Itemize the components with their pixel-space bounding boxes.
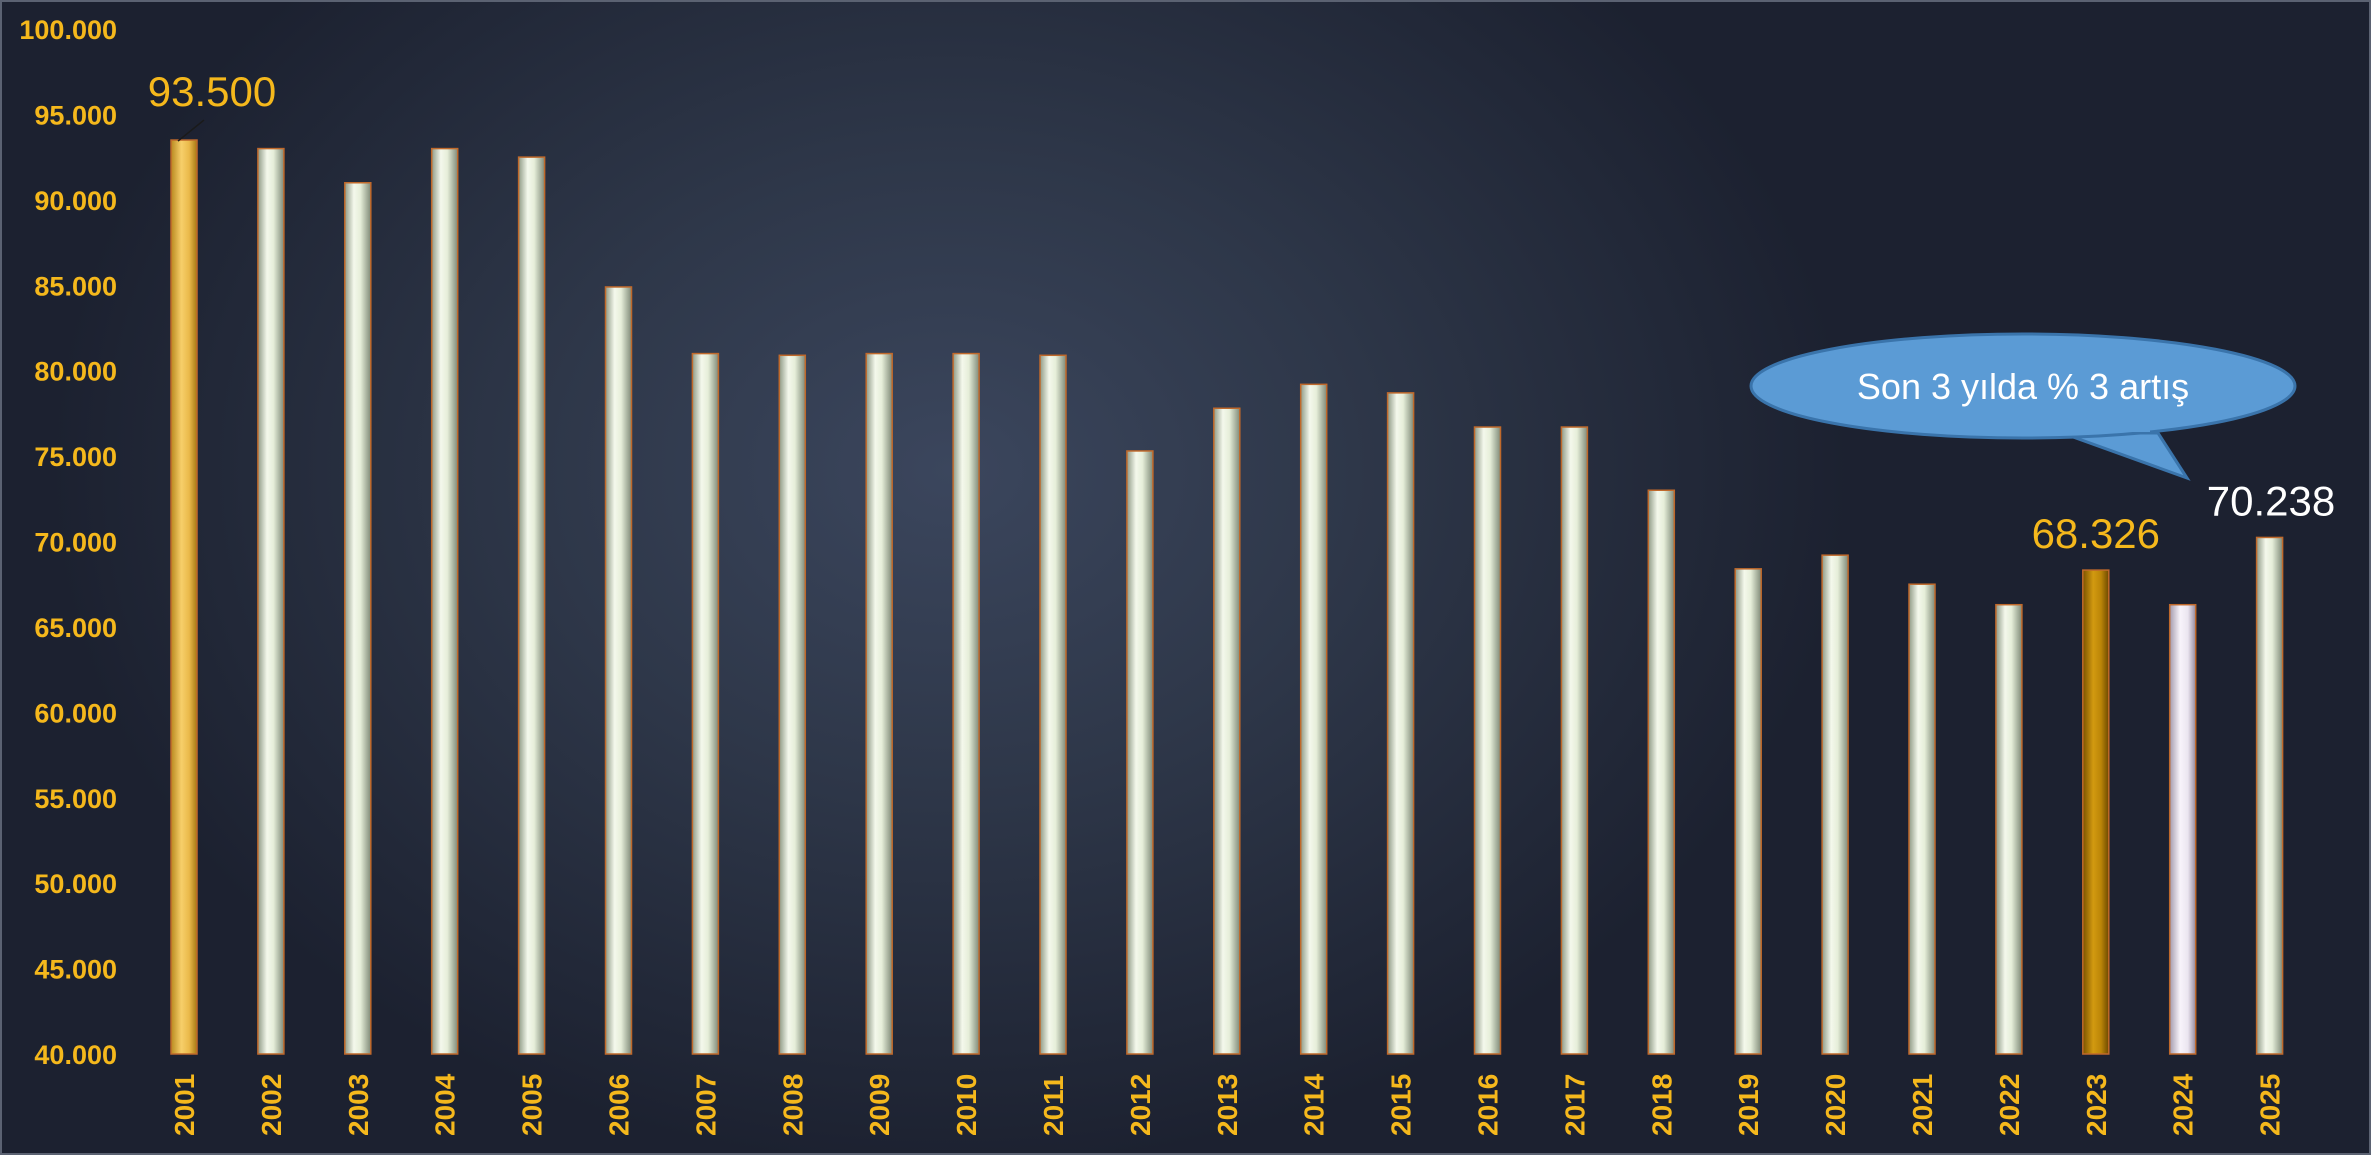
x-tick-label: 2008 [777, 1074, 808, 1136]
callout-bubble [2061, 431, 2191, 481]
bar-2015 [1386, 392, 1415, 1055]
x-tick-label: 2002 [256, 1074, 287, 1136]
bar-2014 [1299, 383, 1328, 1055]
bar-2018 [1647, 489, 1676, 1055]
y-tick-label: 50.000 [34, 869, 117, 899]
x-tick-label: 2011 [1038, 1075, 1069, 1136]
x-tick-label: 2025 [2255, 1074, 2286, 1136]
bar-2008 [778, 354, 807, 1055]
y-tick-label: 40.000 [34, 1040, 117, 1070]
bar-2012 [1126, 450, 1154, 1055]
bar-2017 [1560, 426, 1589, 1055]
bar-2010 [952, 352, 980, 1055]
x-tick-label: 2016 [1473, 1074, 1504, 1136]
x-tick-label: 2009 [864, 1074, 895, 1136]
x-tick-label: 2003 [343, 1074, 374, 1136]
y-tick-label: 80.000 [34, 357, 117, 387]
bar-2019 [1734, 568, 1762, 1055]
y-tick-label: 100.000 [19, 15, 117, 45]
x-tick-label: 2019 [1733, 1074, 1764, 1136]
x-tick-label: 2020 [1820, 1074, 1851, 1136]
x-tick-label: 2007 [690, 1074, 721, 1136]
x-tick-label: 2001 [169, 1074, 200, 1136]
x-tick-label: 2010 [951, 1074, 982, 1136]
bar-2011 [1039, 354, 1067, 1055]
bar-2004 [430, 147, 459, 1055]
x-tick-label: 2006 [604, 1074, 635, 1136]
x-tick-label: 2005 [517, 1074, 548, 1136]
y-tick-label: 55.000 [34, 784, 117, 814]
bar-2013 [1213, 407, 1241, 1055]
data-label-2001: 93.500 [148, 68, 276, 115]
x-tick-label: 2024 [2168, 1073, 2199, 1136]
bar-2005 [517, 156, 546, 1055]
x-tick-label: 2022 [1994, 1074, 2025, 1136]
bar-2003 [344, 182, 372, 1055]
x-tick-label: 2013 [1212, 1074, 1243, 1136]
data-label-leader [177, 119, 205, 142]
x-tick-label: 2014 [1299, 1073, 1330, 1136]
callout-bubble-body [1749, 332, 2297, 440]
bar-2001 [170, 139, 198, 1055]
bar-2023 [2082, 569, 2110, 1055]
data-label-2023: 68.326 [2032, 510, 2160, 557]
x-tick-label: 2023 [2081, 1074, 2112, 1136]
bar-2007 [691, 352, 720, 1055]
y-tick-label: 70.000 [34, 528, 117, 558]
y-tick-label: 65.000 [34, 613, 117, 643]
bar-2002 [257, 147, 285, 1055]
y-tick-label: 95.000 [34, 100, 117, 130]
bar-2016 [1473, 426, 1502, 1055]
y-tick-label: 75.000 [34, 442, 117, 472]
bar-2024 [2168, 603, 2197, 1055]
y-tick-label: 85.000 [34, 271, 117, 301]
x-tick-label: 2017 [1559, 1074, 1590, 1136]
data-labels: 93.500 68.326 70.238 [148, 68, 2335, 557]
bar-2025 [2255, 536, 2284, 1055]
y-tick-label: 90.000 [34, 186, 117, 216]
y-tick-label: 45.000 [34, 955, 117, 985]
bar-2022 [1995, 603, 2023, 1055]
bar-2021 [1908, 583, 1936, 1055]
x-tick-label: 2015 [1386, 1074, 1417, 1136]
y-tick-label: 60.000 [34, 698, 117, 728]
bars [170, 139, 2284, 1055]
callout: Son 3 yılda % 3 artış [1749, 332, 2297, 481]
callout-text: Son 3 yılda % 3 artış [1857, 366, 2189, 407]
bar-2009 [865, 352, 893, 1055]
bar-2020 [1821, 554, 1849, 1055]
data-label-2025: 70.238 [2207, 477, 2335, 524]
y-axis: 40.000 45.000 50.000 55.000 60.000 65.000 70.0… [19, 15, 117, 1070]
bar-2006 [604, 286, 633, 1055]
x-tick-label: 2021 [1907, 1074, 1938, 1136]
x-tick-label: 2018 [1646, 1074, 1677, 1136]
x-tick-label: 2012 [1125, 1074, 1156, 1136]
x-axis: 2001 2002 2003 2004 2005 2006 2007 2008 2009 2010… [169, 1073, 2286, 1136]
x-tick-label: 2004 [430, 1073, 461, 1136]
